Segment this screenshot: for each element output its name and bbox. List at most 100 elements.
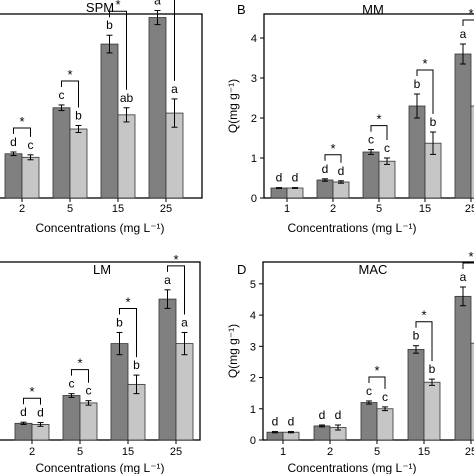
significance-bracket: [13, 127, 31, 137]
x-tick-label: 5: [67, 203, 73, 215]
significance-letter: d: [37, 406, 44, 420]
significance-letter: b: [414, 77, 421, 91]
y-tick-label: 4: [250, 310, 256, 322]
x-tick-label: 5: [374, 446, 380, 458]
y-tick-label: 4: [251, 33, 257, 45]
bar: [117, 114, 136, 199]
bar: [100, 43, 119, 199]
bar: [470, 105, 474, 199]
significance-letter: d: [335, 408, 342, 422]
significance-bracket: [167, 265, 185, 315]
significance-letter: a: [171, 82, 178, 96]
significance-letter: c: [366, 384, 372, 398]
significance-letter: d: [20, 405, 27, 419]
significance-letter: b: [133, 358, 140, 372]
significance-letter: b: [413, 329, 420, 343]
significance-star: *: [330, 141, 335, 156]
x-tick-label: 1: [284, 203, 290, 215]
bar: [423, 381, 441, 441]
bar: [407, 349, 425, 441]
y-axis-label: Q(mg g⁻¹): [226, 79, 240, 133]
significance-bracket: [416, 69, 434, 114]
panel-letter: D: [237, 262, 246, 277]
significance-star: *: [29, 384, 34, 399]
x-tick-label: 2: [330, 203, 336, 215]
significance-letter: ab: [120, 91, 134, 105]
significance-letter: d: [338, 164, 345, 178]
significance-letter: d: [276, 171, 283, 185]
significance-letter: c: [69, 377, 75, 391]
bar: [175, 343, 194, 441]
bar: [286, 187, 304, 199]
significance-star: *: [115, 0, 120, 12]
bar: [360, 402, 378, 441]
bar: [69, 128, 88, 199]
significance-letter: a: [460, 27, 467, 41]
x-axis-label: Concentrations (mg L⁻¹): [35, 221, 164, 235]
bar: [21, 156, 40, 199]
significance-letter: d: [319, 408, 326, 422]
bar: [110, 343, 129, 441]
bar: [14, 422, 33, 441]
significance-letter: d: [322, 162, 329, 176]
bar: [408, 105, 426, 199]
panel-title: LM: [93, 262, 111, 277]
x-tick-label: 25: [465, 446, 474, 458]
significance-bracket: [462, 19, 474, 26]
significance-bracket: [71, 369, 89, 383]
bar: [454, 53, 472, 199]
significance-letter: b: [430, 115, 437, 129]
significance-letter: d: [10, 135, 17, 149]
x-tick-label: 25: [465, 203, 474, 215]
significance-letter: c: [28, 138, 34, 152]
significance-star: *: [173, 252, 178, 267]
bar: [376, 408, 394, 441]
significance-letter: b: [429, 362, 436, 376]
significance-letter: c: [382, 390, 388, 404]
significance-letter: b: [75, 108, 82, 122]
significance-letter: c: [59, 88, 65, 102]
y-tick-label: 0: [250, 435, 256, 447]
significance-bracket: [368, 376, 386, 389]
bar: [332, 181, 350, 199]
x-tick-label: 2: [327, 446, 333, 458]
x-axis-label: Concentrations (mg L⁻¹): [287, 221, 416, 235]
y-tick-label: 1: [251, 153, 257, 165]
y-tick-label: 5: [250, 279, 256, 291]
bar: [378, 160, 396, 199]
x-axis-label: Concentrations (mg L⁻¹): [287, 461, 416, 474]
significance-letter: a: [154, 0, 161, 7]
significance-star: *: [19, 114, 24, 129]
panel-letter: B: [237, 2, 246, 17]
bar: [62, 395, 81, 441]
significance-star: *: [374, 363, 379, 378]
x-tick-label: 5: [376, 203, 382, 215]
bar: [270, 187, 288, 199]
significance-bracket: [415, 321, 433, 362]
panel-title: MAC: [359, 262, 388, 277]
significance-letter: c: [86, 384, 92, 398]
x-axis-label: Concentrations (mg L⁻¹): [35, 461, 164, 474]
bar: [313, 425, 331, 441]
y-tick-label: 2: [251, 113, 257, 125]
significance-star: *: [77, 356, 82, 371]
significance-letter: c: [368, 133, 374, 147]
x-tick-label: 15: [419, 203, 431, 215]
bar: [362, 151, 380, 199]
bar: [79, 402, 98, 441]
significance-letter: c: [384, 141, 390, 155]
significance-bracket: [324, 154, 342, 163]
significance-letter: a: [181, 315, 188, 329]
significance-star: *: [67, 67, 72, 82]
x-tick-label: 25: [160, 203, 172, 215]
significance-bracket: [174, 0, 175, 81]
panel-title: MM: [362, 2, 384, 17]
significance-letter: d: [272, 415, 279, 429]
significance-star: *: [125, 294, 130, 309]
bar: [470, 342, 474, 441]
x-tick-label: 15: [418, 446, 430, 458]
bar: [266, 431, 284, 441]
